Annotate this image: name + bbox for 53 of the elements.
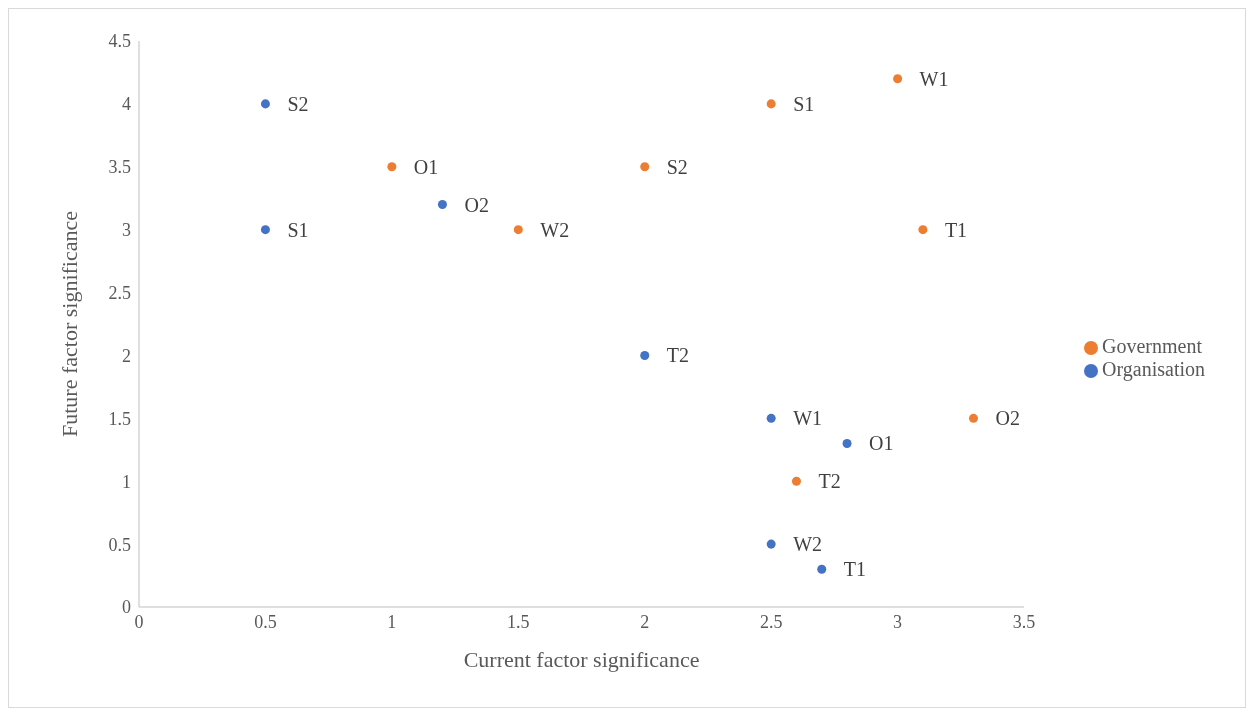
point: [817, 564, 827, 574]
x-tick-label: 3: [893, 611, 903, 632]
point: [640, 162, 650, 172]
y-tick-label: 1: [122, 471, 131, 492]
point: [513, 225, 523, 235]
point: [260, 99, 270, 109]
y-axis-title: Future factor significance: [56, 210, 82, 438]
annotation: T2: [818, 470, 841, 493]
x-tick-label: 2.5: [759, 611, 783, 632]
x-tick-label: 1: [387, 611, 397, 632]
annotation: W1: [793, 407, 823, 430]
point: [766, 413, 776, 423]
y-tick-label: 4: [122, 94, 131, 115]
annotation: O2: [995, 407, 1020, 430]
point: [842, 438, 852, 448]
x-tick-label: 2: [640, 611, 650, 632]
annotation: S1: [793, 92, 815, 115]
legend-label: Government: [1102, 335, 1203, 357]
y-tick-label: 1.5: [108, 408, 131, 429]
annotation: T1: [843, 558, 866, 581]
annotation: T2: [666, 344, 689, 367]
y-tick-label: 3: [122, 220, 131, 241]
y-tick-label: 0.5: [108, 534, 131, 555]
annotation: O1: [869, 432, 894, 455]
annotation: O2: [464, 193, 489, 216]
y-tick-label: 2: [122, 345, 131, 366]
point: [766, 99, 776, 109]
point: [893, 74, 903, 84]
point: [968, 413, 978, 423]
x-axis-title: Current factor significance: [463, 647, 700, 672]
point: [640, 350, 650, 360]
annotation: S2: [666, 155, 688, 178]
annotation: O1: [413, 155, 439, 178]
x-tick-label: 3.5: [1012, 611, 1036, 632]
y-tick-label: 0: [122, 597, 131, 618]
point: [791, 476, 801, 486]
annotation: S2: [287, 92, 309, 115]
legend-label: Organisation: [1102, 358, 1205, 380]
point: [766, 539, 776, 549]
annotation: T1: [944, 218, 968, 241]
y-tick-label: 4.5: [108, 31, 131, 52]
y-tick-label: 2.5: [108, 282, 131, 303]
point: [437, 200, 447, 210]
annotation: W2: [540, 218, 570, 241]
point: [260, 225, 270, 235]
point: [918, 225, 928, 235]
point: [387, 162, 397, 172]
annotation: S1: [287, 218, 309, 241]
annotation: W2: [793, 533, 823, 556]
y-tick-label: 3.5: [108, 157, 131, 178]
annotation: W1: [919, 67, 949, 90]
x-tick-label: 1.5: [507, 611, 530, 632]
x-tick-label: 0.5: [254, 611, 277, 632]
